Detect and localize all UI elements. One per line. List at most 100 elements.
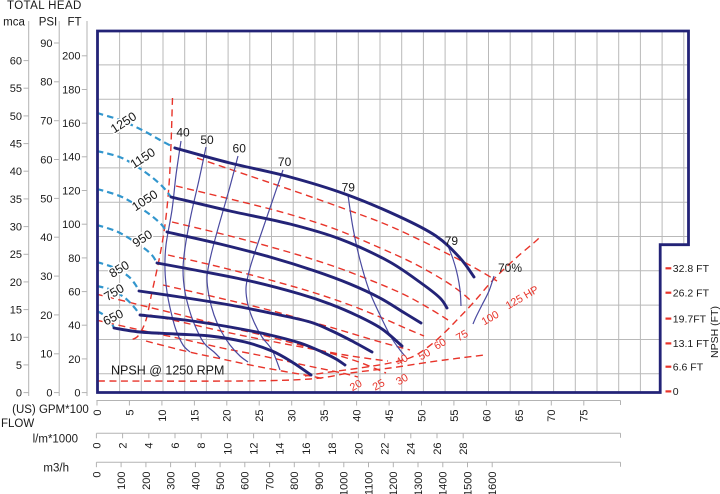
svg-text:8: 8 <box>196 443 208 449</box>
svg-text:70: 70 <box>278 155 292 169</box>
svg-text:60: 60 <box>481 410 493 422</box>
svg-text:20: 20 <box>68 354 80 366</box>
svg-text:15: 15 <box>189 410 201 422</box>
svg-text:30: 30 <box>394 372 410 388</box>
svg-text:40: 40 <box>10 166 22 178</box>
svg-text:0: 0 <box>91 443 103 449</box>
svg-text:1300: 1300 <box>413 472 425 494</box>
svg-text:50: 50 <box>40 193 52 205</box>
svg-text:50: 50 <box>10 111 22 123</box>
svg-text:10: 10 <box>40 349 52 361</box>
svg-text:mca: mca <box>3 17 25 29</box>
svg-text:40: 40 <box>352 410 364 422</box>
svg-text:1100: 1100 <box>363 472 375 494</box>
svg-text:500: 500 <box>215 472 227 490</box>
svg-text:60: 60 <box>432 336 448 352</box>
svg-text:55: 55 <box>10 83 22 95</box>
svg-text:22: 22 <box>380 443 392 455</box>
svg-text:0: 0 <box>46 388 52 400</box>
svg-text:6.6 FT: 6.6 FT <box>673 361 704 373</box>
svg-text:PSI: PSI <box>39 17 58 29</box>
svg-text:24: 24 <box>406 443 418 455</box>
svg-text:1000: 1000 <box>339 472 351 494</box>
svg-text:35: 35 <box>10 194 22 206</box>
svg-text:79: 79 <box>445 234 459 248</box>
svg-text:20: 20 <box>348 378 364 394</box>
svg-text:55: 55 <box>449 410 461 422</box>
svg-text:30: 30 <box>40 271 52 283</box>
svg-text:60: 60 <box>40 154 52 166</box>
svg-text:300: 300 <box>166 472 178 490</box>
svg-text:45: 45 <box>384 410 396 422</box>
svg-text:50: 50 <box>200 133 214 147</box>
svg-text:20: 20 <box>40 310 52 322</box>
svg-text:19.7FT: 19.7FT <box>673 313 707 325</box>
svg-text:1500: 1500 <box>462 472 474 494</box>
svg-text:32.8 FT: 32.8 FT <box>673 263 710 275</box>
svg-text:13.1 FT: 13.1 FT <box>673 338 710 350</box>
svg-text:30: 30 <box>287 410 299 422</box>
svg-text:40: 40 <box>394 352 410 368</box>
svg-text:FT: FT <box>67 17 81 29</box>
svg-text:0: 0 <box>673 386 679 398</box>
svg-text:40: 40 <box>176 126 190 140</box>
svg-text:100: 100 <box>62 219 80 231</box>
svg-text:200: 200 <box>62 51 80 63</box>
svg-text:26: 26 <box>432 443 444 455</box>
svg-text:140: 140 <box>62 152 80 164</box>
svg-text:25: 25 <box>254 410 266 422</box>
svg-text:TOTAL HEAD: TOTAL HEAD <box>7 0 82 12</box>
svg-text:75: 75 <box>579 410 591 422</box>
svg-text:18: 18 <box>327 443 339 455</box>
svg-text:60: 60 <box>10 56 22 68</box>
svg-text:100: 100 <box>116 472 128 490</box>
svg-text:60: 60 <box>68 287 80 299</box>
svg-text:35: 35 <box>319 410 331 422</box>
svg-text:90: 90 <box>40 38 52 50</box>
svg-text:20: 20 <box>10 277 22 289</box>
svg-text:65: 65 <box>514 410 526 422</box>
svg-text:28: 28 <box>458 443 470 455</box>
svg-text:0: 0 <box>91 472 103 478</box>
svg-text:12: 12 <box>249 443 261 455</box>
svg-text:4: 4 <box>144 443 156 449</box>
svg-text:14: 14 <box>275 443 287 455</box>
svg-text:40: 40 <box>40 232 52 244</box>
svg-text:5: 5 <box>16 360 22 372</box>
svg-text:25: 25 <box>10 249 22 261</box>
svg-text:2: 2 <box>118 443 130 449</box>
svg-text:10: 10 <box>222 443 234 455</box>
svg-text:1600: 1600 <box>487 471 499 494</box>
svg-text:600: 600 <box>240 472 252 490</box>
svg-text:120: 120 <box>62 185 80 197</box>
svg-text:l/m*1000: l/m*1000 <box>33 434 78 446</box>
svg-text:0: 0 <box>92 410 104 416</box>
svg-text:60: 60 <box>233 142 247 156</box>
svg-text:50: 50 <box>416 410 428 422</box>
svg-text:50: 50 <box>416 347 432 363</box>
svg-text:200: 200 <box>141 472 153 490</box>
svg-text:25: 25 <box>371 377 387 393</box>
svg-text:NPSH (FT): NPSH (FT) <box>709 306 720 358</box>
svg-text:800: 800 <box>289 472 301 490</box>
svg-text:16: 16 <box>301 443 313 455</box>
svg-text:80: 80 <box>40 77 52 89</box>
svg-text:75: 75 <box>454 328 470 344</box>
svg-text:10: 10 <box>10 332 22 344</box>
svg-text:m3/h: m3/h <box>43 463 69 475</box>
svg-text:FLOW: FLOW <box>1 418 34 430</box>
svg-text:45: 45 <box>10 139 22 151</box>
svg-text:20: 20 <box>222 410 234 422</box>
svg-text:0: 0 <box>16 388 22 400</box>
svg-text:180: 180 <box>62 84 80 96</box>
svg-text:15: 15 <box>10 305 22 317</box>
svg-text:0: 0 <box>74 388 80 400</box>
svg-text:400: 400 <box>190 472 202 490</box>
svg-text:70%: 70% <box>498 261 522 275</box>
svg-text:(US) GPM*100: (US) GPM*100 <box>12 404 89 416</box>
svg-text:700: 700 <box>265 472 277 490</box>
svg-text:NPSH @ 1250 RPM: NPSH @ 1250 RPM <box>111 364 224 378</box>
svg-text:900: 900 <box>314 472 326 490</box>
svg-text:26.2 FT: 26.2 FT <box>673 287 710 299</box>
svg-text:10: 10 <box>157 410 169 422</box>
